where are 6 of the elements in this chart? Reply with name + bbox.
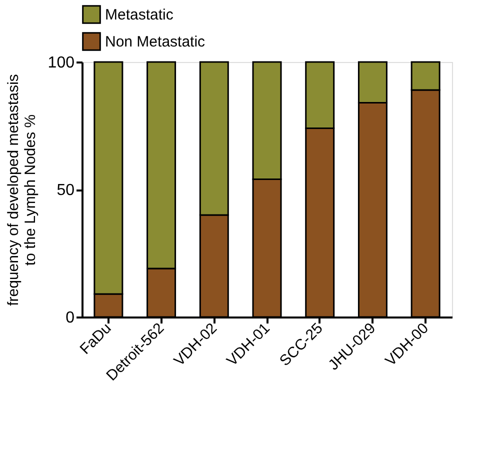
legend-label: Metastatic	[105, 6, 174, 24]
legend-label: Non Metastatic	[105, 34, 206, 50]
y-tick-label: 100	[48, 54, 75, 72]
y-tick-label: 0	[66, 310, 75, 326]
y-tick-label: 50	[56, 182, 75, 199]
y-axis-title: frequency of developed metastasis to the Lymph Nodes %	[4, 74, 39, 306]
